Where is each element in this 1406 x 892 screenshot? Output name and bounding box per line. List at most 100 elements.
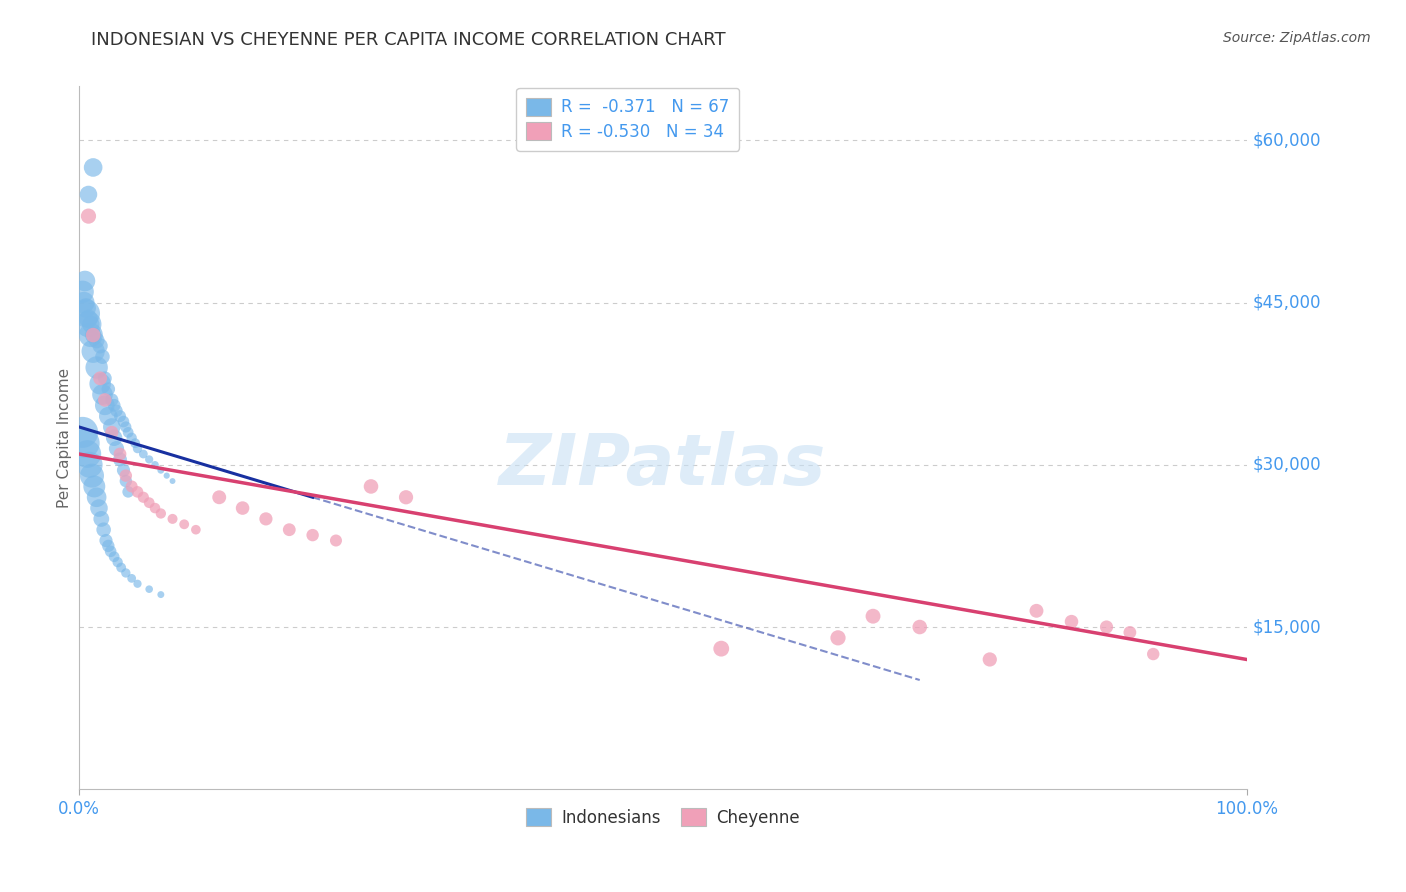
Point — [827, 631, 849, 645]
Point — [89, 376, 111, 391]
Point — [94, 533, 117, 548]
Point — [395, 490, 418, 504]
Point — [162, 512, 184, 526]
Point — [114, 420, 136, 434]
Point — [149, 507, 172, 521]
Point — [101, 420, 124, 434]
Point — [162, 474, 184, 488]
Point — [77, 187, 100, 202]
Point — [86, 334, 108, 348]
Point — [73, 436, 96, 450]
Point — [97, 409, 120, 424]
Point — [82, 328, 104, 343]
Point — [127, 484, 149, 499]
Point — [89, 371, 111, 385]
Point — [76, 447, 98, 461]
Point — [103, 549, 125, 564]
Point — [121, 479, 143, 493]
Point — [124, 436, 146, 450]
Point — [91, 387, 114, 401]
Point — [108, 409, 131, 424]
Point — [75, 306, 97, 320]
Point — [86, 360, 108, 375]
Point — [138, 452, 160, 467]
Point — [86, 490, 108, 504]
Point — [1025, 604, 1047, 618]
Point — [143, 458, 166, 472]
Point — [127, 576, 149, 591]
Point — [82, 344, 104, 359]
Point — [100, 544, 122, 558]
Point — [184, 523, 207, 537]
Point — [94, 392, 117, 407]
Point — [149, 463, 172, 477]
Point — [97, 382, 120, 396]
Point — [97, 539, 120, 553]
Point — [75, 301, 97, 315]
Point — [325, 533, 347, 548]
Point — [121, 431, 143, 445]
Point — [149, 588, 172, 602]
Point — [80, 318, 103, 332]
Point — [908, 620, 931, 634]
Point — [301, 528, 323, 542]
Point — [1095, 620, 1118, 634]
Point — [979, 652, 1001, 666]
Point — [127, 442, 149, 456]
Point — [132, 447, 155, 461]
Point — [103, 431, 125, 445]
Point — [108, 447, 131, 461]
Point — [117, 484, 139, 499]
Point — [114, 566, 136, 580]
Point — [105, 403, 128, 417]
Point — [862, 609, 884, 624]
Point — [278, 523, 301, 537]
Point — [91, 350, 114, 364]
Point — [254, 512, 277, 526]
Point — [132, 490, 155, 504]
Point — [208, 490, 231, 504]
Point — [101, 425, 124, 440]
Point — [94, 371, 117, 385]
Legend: Indonesians, Cheyenne: Indonesians, Cheyenne — [520, 802, 806, 834]
Point — [80, 468, 103, 483]
Point — [107, 555, 129, 569]
Point — [117, 425, 139, 440]
Point — [83, 479, 105, 493]
Point — [73, 274, 96, 288]
Point — [173, 517, 195, 532]
Point — [89, 339, 111, 353]
Text: ZIPatlas: ZIPatlas — [499, 432, 827, 500]
Point — [90, 512, 112, 526]
Point — [82, 328, 104, 343]
Point — [1142, 647, 1164, 661]
Point — [93, 523, 115, 537]
Point — [108, 452, 131, 467]
Point — [77, 311, 100, 326]
Point — [80, 328, 103, 343]
Point — [82, 161, 104, 175]
Point — [112, 463, 135, 477]
Text: $45,000: $45,000 — [1253, 293, 1322, 311]
Point — [156, 468, 179, 483]
Point — [105, 442, 128, 456]
Text: $15,000: $15,000 — [1253, 618, 1322, 636]
Point — [138, 496, 160, 510]
Point — [1060, 615, 1083, 629]
Point — [710, 641, 733, 656]
Point — [110, 560, 132, 574]
Point — [77, 318, 100, 332]
Point — [72, 285, 94, 299]
Point — [360, 479, 382, 493]
Point — [94, 398, 117, 412]
Point — [114, 468, 136, 483]
Point — [112, 415, 135, 429]
Text: $30,000: $30,000 — [1253, 456, 1322, 474]
Point — [73, 295, 96, 310]
Y-axis label: Per Capita Income: Per Capita Income — [58, 368, 72, 508]
Text: Source: ZipAtlas.com: Source: ZipAtlas.com — [1223, 31, 1371, 45]
Text: INDONESIAN VS CHEYENNE PER CAPITA INCOME CORRELATION CHART: INDONESIAN VS CHEYENNE PER CAPITA INCOME… — [91, 31, 725, 49]
Point — [138, 582, 160, 597]
Point — [79, 458, 101, 472]
Point — [103, 398, 125, 412]
